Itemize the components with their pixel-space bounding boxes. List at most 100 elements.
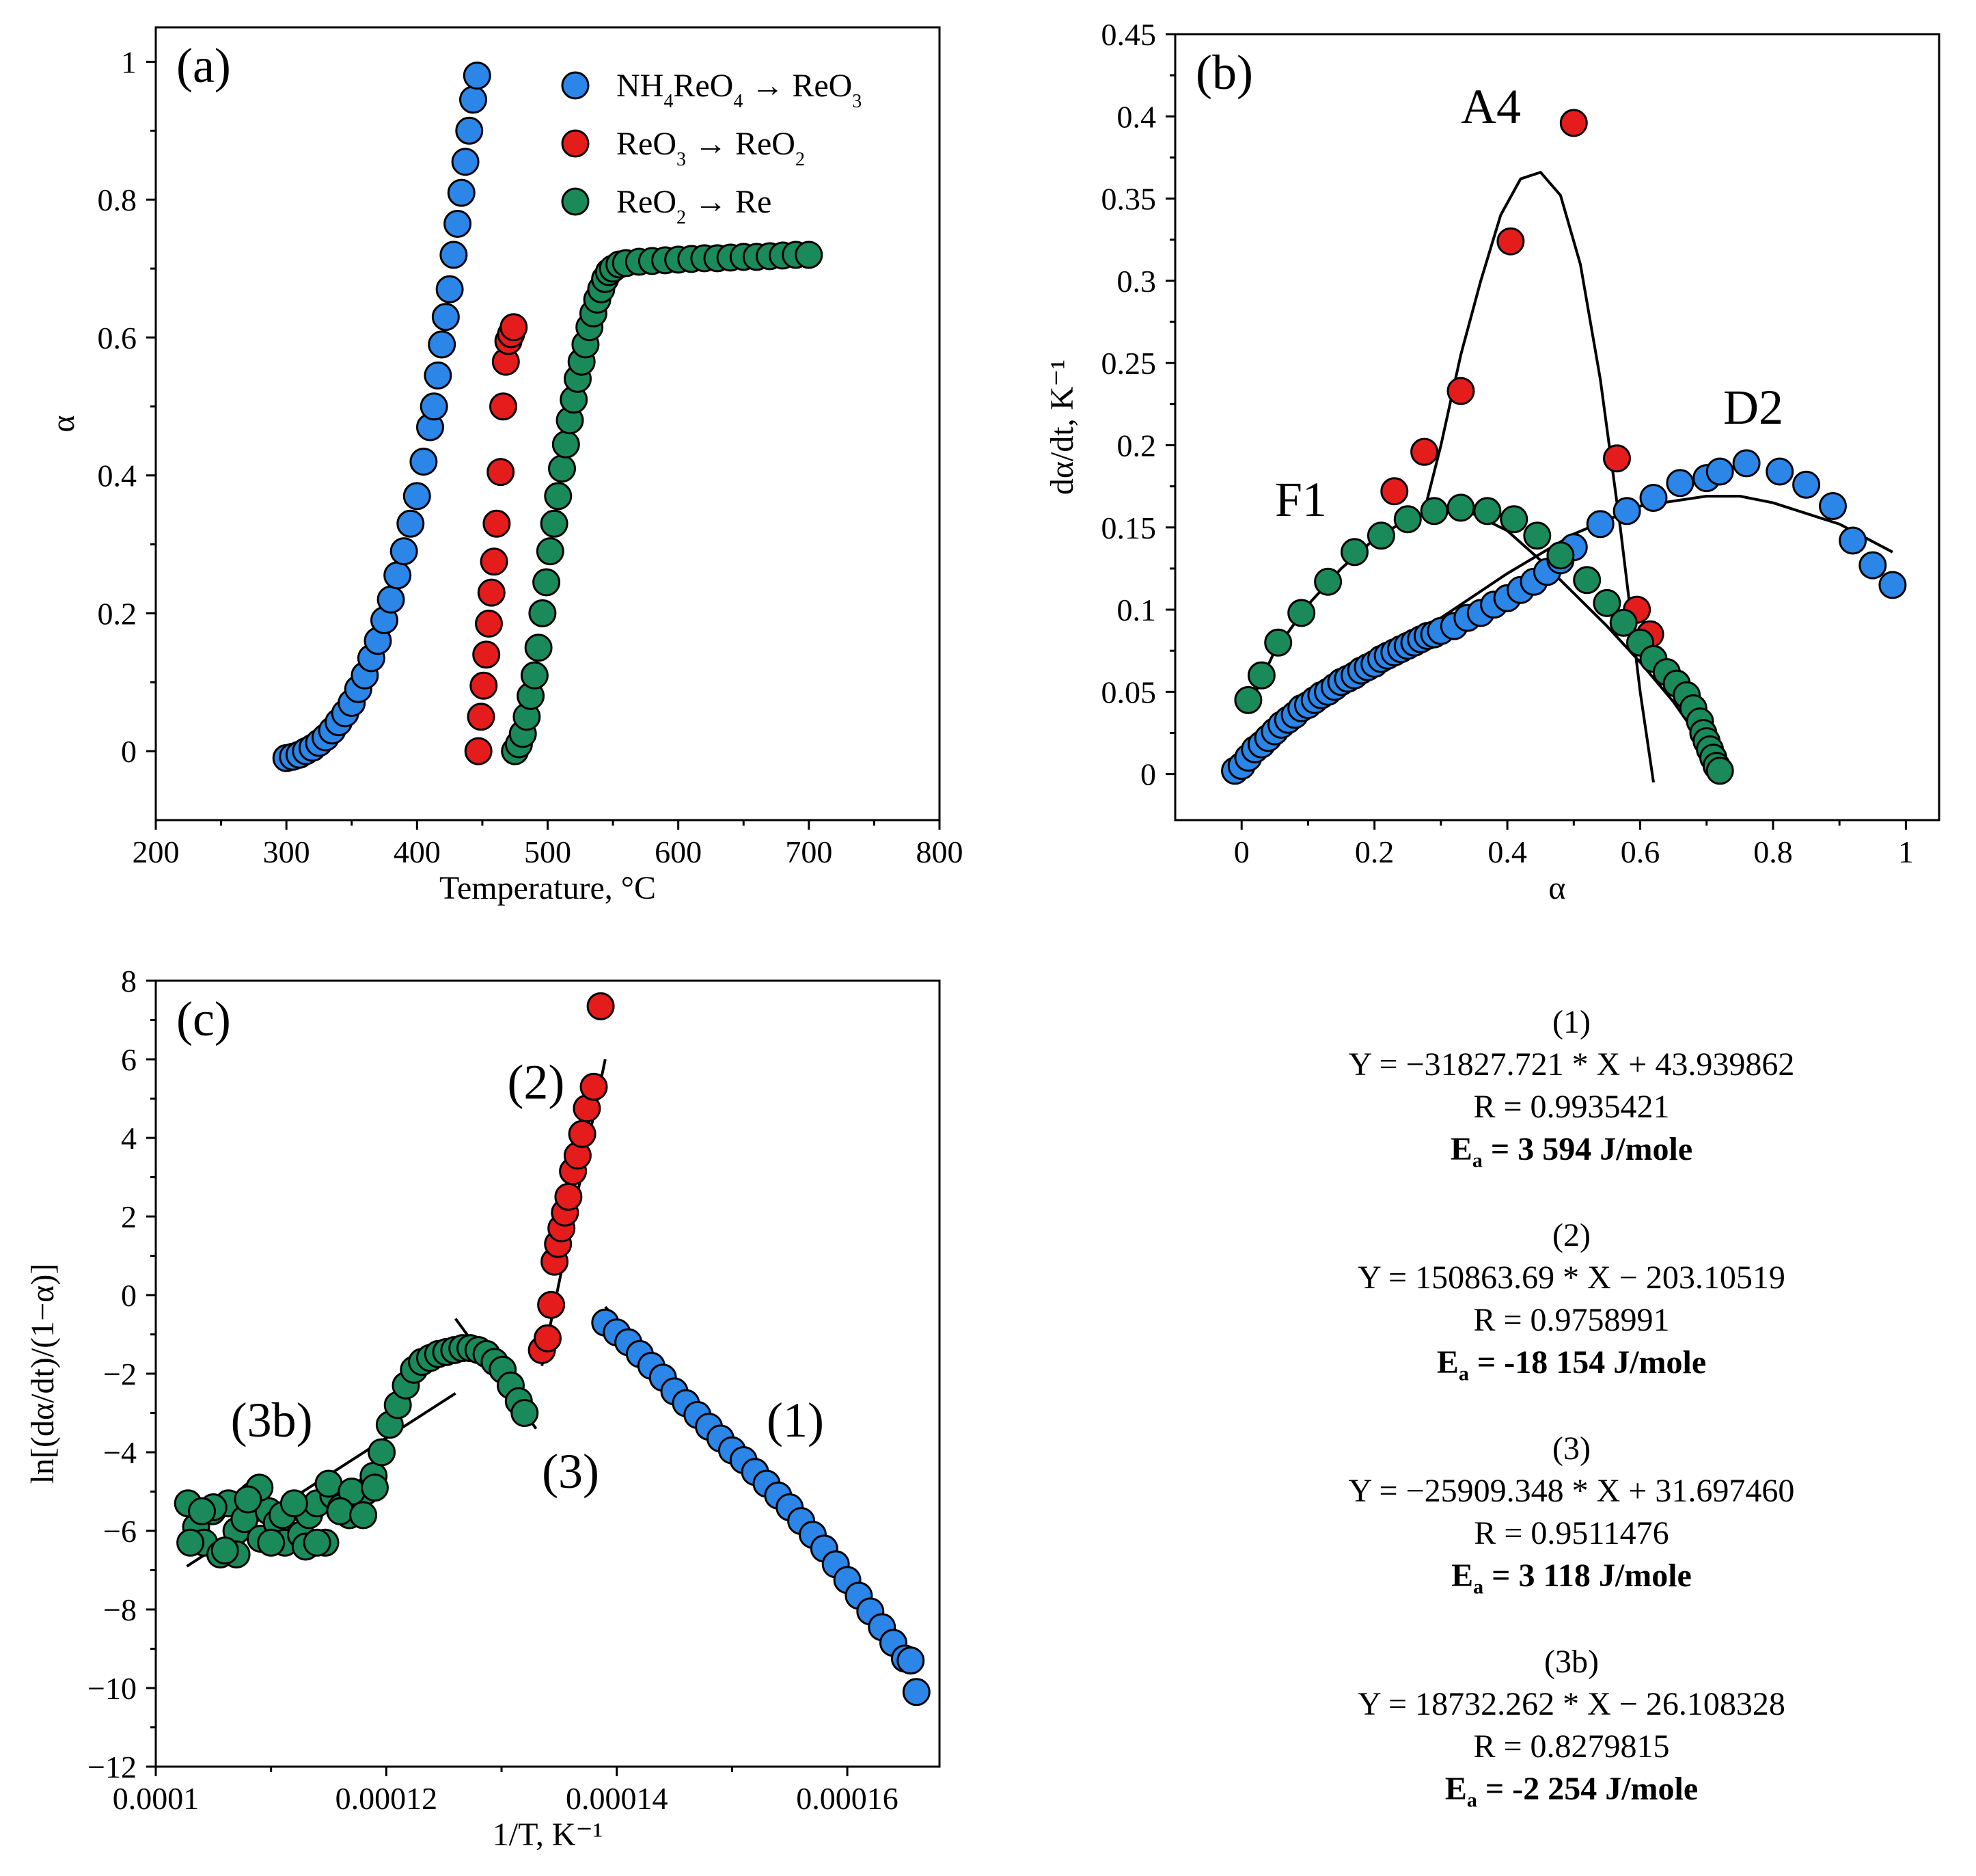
data-point: [486, 458, 515, 487]
y-tick-label: −2: [103, 1357, 137, 1391]
series-blue: [1221, 449, 1907, 785]
data-point: [1420, 497, 1449, 526]
data-point: [568, 1119, 596, 1148]
x-tick-label: 0.00014: [566, 1781, 668, 1816]
data-point: [1264, 628, 1293, 657]
data-point: [548, 454, 576, 483]
data-point: [536, 537, 564, 566]
data-point: [469, 671, 498, 700]
equation-formula: Y = −31827.721 * X + 43.939862: [1348, 1046, 1795, 1083]
series-red: [464, 313, 528, 765]
equation-r-value: R = 0.9511476: [1474, 1515, 1669, 1551]
y-tick-label: 0.2: [98, 596, 137, 631]
x-tick-label: 0: [1234, 834, 1250, 869]
y-tick-label: 0.05: [1101, 675, 1157, 709]
y-tick-label: 0: [121, 1278, 137, 1313]
data-point: [361, 1473, 389, 1502]
data-point: [1341, 538, 1369, 567]
data-point: [1639, 484, 1668, 512]
data-point: [1613, 497, 1641, 526]
data-point: [1500, 505, 1528, 534]
y-tick-label: 2: [121, 1199, 137, 1234]
data-point: [1546, 541, 1575, 570]
data-point: [499, 313, 528, 342]
data-point: [1496, 227, 1525, 256]
y-tick-label: 4: [121, 1121, 137, 1156]
data-point: [1593, 588, 1621, 617]
data-point: [439, 241, 468, 269]
data-point: [1858, 551, 1887, 580]
equation-formula: Y = 18732.262 * X − 26.108328: [1358, 1686, 1785, 1722]
legend-label: NH4ReO4 → ReO3: [616, 68, 862, 112]
data-point: [1287, 599, 1316, 627]
data-point: [464, 737, 493, 765]
data-point: [467, 703, 495, 731]
data-point: [455, 116, 484, 145]
equation-formula: Y = 150863.69 * X − 203.10519: [1358, 1260, 1785, 1296]
data-point: [1367, 521, 1395, 550]
data-point: [459, 85, 487, 114]
data-point: [795, 241, 823, 269]
equation-label: (3b): [1544, 1644, 1599, 1680]
y-tick-label: 0.45: [1101, 17, 1157, 52]
annotation-label: D2: [1723, 380, 1783, 435]
activation-energy: Ea = -18 154 J/mole: [1436, 1344, 1707, 1385]
data-point: [532, 568, 561, 597]
series-green: [1234, 493, 1734, 785]
series-blue: [591, 1308, 931, 1707]
x-tick-label: 500: [524, 834, 571, 869]
data-point: [443, 210, 472, 238]
data-point: [431, 303, 460, 331]
data-point: [402, 482, 431, 511]
data-point: [428, 330, 456, 359]
data-point: [482, 509, 511, 538]
equation-formula: Y = −25909.348 * X + 31.697460: [1348, 1473, 1795, 1509]
data-point: [1393, 505, 1422, 534]
data-point: [586, 992, 615, 1020]
data-point: [524, 634, 553, 662]
equation-block-2: (2) Y = 150863.69 * X − 203.10519 R = 0.…: [1203, 1214, 1940, 1396]
y-tick-label: −4: [103, 1435, 137, 1470]
series-green: [501, 241, 823, 765]
data-point: [420, 392, 448, 421]
equation-r-value: R = 0.9758991: [1473, 1302, 1670, 1338]
data-point: [1234, 685, 1263, 714]
y-tick-label: 8: [121, 964, 137, 998]
y-tick-label: 0.35: [1101, 182, 1157, 217]
data-point: [314, 1469, 343, 1498]
series-red: [527, 992, 615, 1364]
data-point: [480, 547, 508, 576]
data-point: [1603, 444, 1631, 473]
data-point: [1410, 437, 1439, 466]
data-point: [383, 561, 412, 590]
data-point: [1819, 492, 1847, 520]
annotation-label: A4: [1461, 79, 1521, 134]
data-point: [210, 1536, 239, 1565]
data-point: [257, 1528, 286, 1557]
y-tick-label: −12: [87, 1750, 137, 1784]
equation-block-3: (3) Y = −25909.348 * X + 31.697460 R = 0…: [1203, 1428, 1940, 1609]
x-tick-label: 400: [394, 834, 441, 869]
legend-marker: [561, 187, 590, 216]
plot-frame: [1174, 33, 1940, 821]
y-tick-label: −6: [103, 1514, 137, 1549]
x-tick-label: 0.4: [1487, 834, 1527, 869]
y-tick-label: 6: [121, 1042, 137, 1077]
x-tick-label: 1: [1898, 834, 1914, 869]
data-point: [1573, 566, 1602, 595]
data-point: [1839, 526, 1867, 555]
x-tick-label: 800: [916, 834, 963, 869]
data-point: [1523, 521, 1552, 550]
legend-label: ReO3 → ReO2: [616, 126, 805, 170]
data-point: [409, 448, 438, 476]
data-point: [234, 1485, 262, 1514]
data-point: [528, 599, 557, 627]
data-point: [376, 585, 405, 614]
data-point: [1586, 510, 1615, 539]
data-point: [1792, 470, 1821, 499]
equation-block-3b: (3b) Y = 18732.262 * X − 26.108328 R = 0…: [1203, 1641, 1940, 1822]
equation-label: (3): [1552, 1430, 1591, 1467]
data-point: [534, 1324, 562, 1352]
series-blue: [272, 62, 491, 772]
